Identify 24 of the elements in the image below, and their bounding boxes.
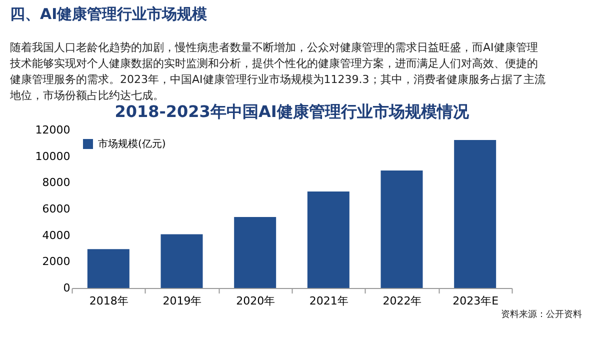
x-tick-label: 2023年E: [452, 294, 499, 308]
x-tick-label: 2021年: [309, 294, 348, 308]
bar: [307, 191, 350, 288]
bar: [380, 170, 423, 288]
bar: [234, 217, 276, 288]
bar: [87, 249, 130, 288]
y-tick-label: 4000: [42, 228, 70, 242]
chart-title: 2018-2023年中国AI健康管理行业市场规模情况: [114, 102, 470, 121]
text: 资料来源：公开资料: [501, 309, 582, 320]
legend-label: 市场规模(亿元): [98, 138, 166, 150]
y-tick-label: 2000: [42, 255, 70, 268]
y-tick-label: 12000: [35, 124, 70, 136]
x-tick-label: 2020年: [236, 294, 276, 308]
y-tick-label: 10000: [35, 150, 70, 163]
text: 随着我国人口老龄化趋势的加剧，慢性病患者数量不断增加，公众对健康管理的需求日益旺盛，而AI健康管理技术能够实现对个人健康数据的实时监测和分析，提供个性化的健康管理方案，进而满足人们对高效、便捷的健康管理服务的需求。2023年，中国AI健康管理行业市场规模为11239.3；其中，消费者健康服务占据了主流地位，市场份额占比约达七成。: [9, 41, 546, 102]
x-tick-label: 2019年: [162, 294, 202, 308]
x-tick-label: 2018年: [89, 294, 128, 308]
x-tick-label: 2022年: [382, 294, 422, 308]
bar: [160, 234, 203, 288]
y-tick-label: 6000: [42, 202, 70, 216]
bar: [454, 140, 496, 288]
y-tick-label: 8000: [42, 176, 70, 190]
text: 四、AI健康管理行业市场规模: [10, 5, 208, 23]
y-tick-label: 0: [63, 282, 70, 294]
